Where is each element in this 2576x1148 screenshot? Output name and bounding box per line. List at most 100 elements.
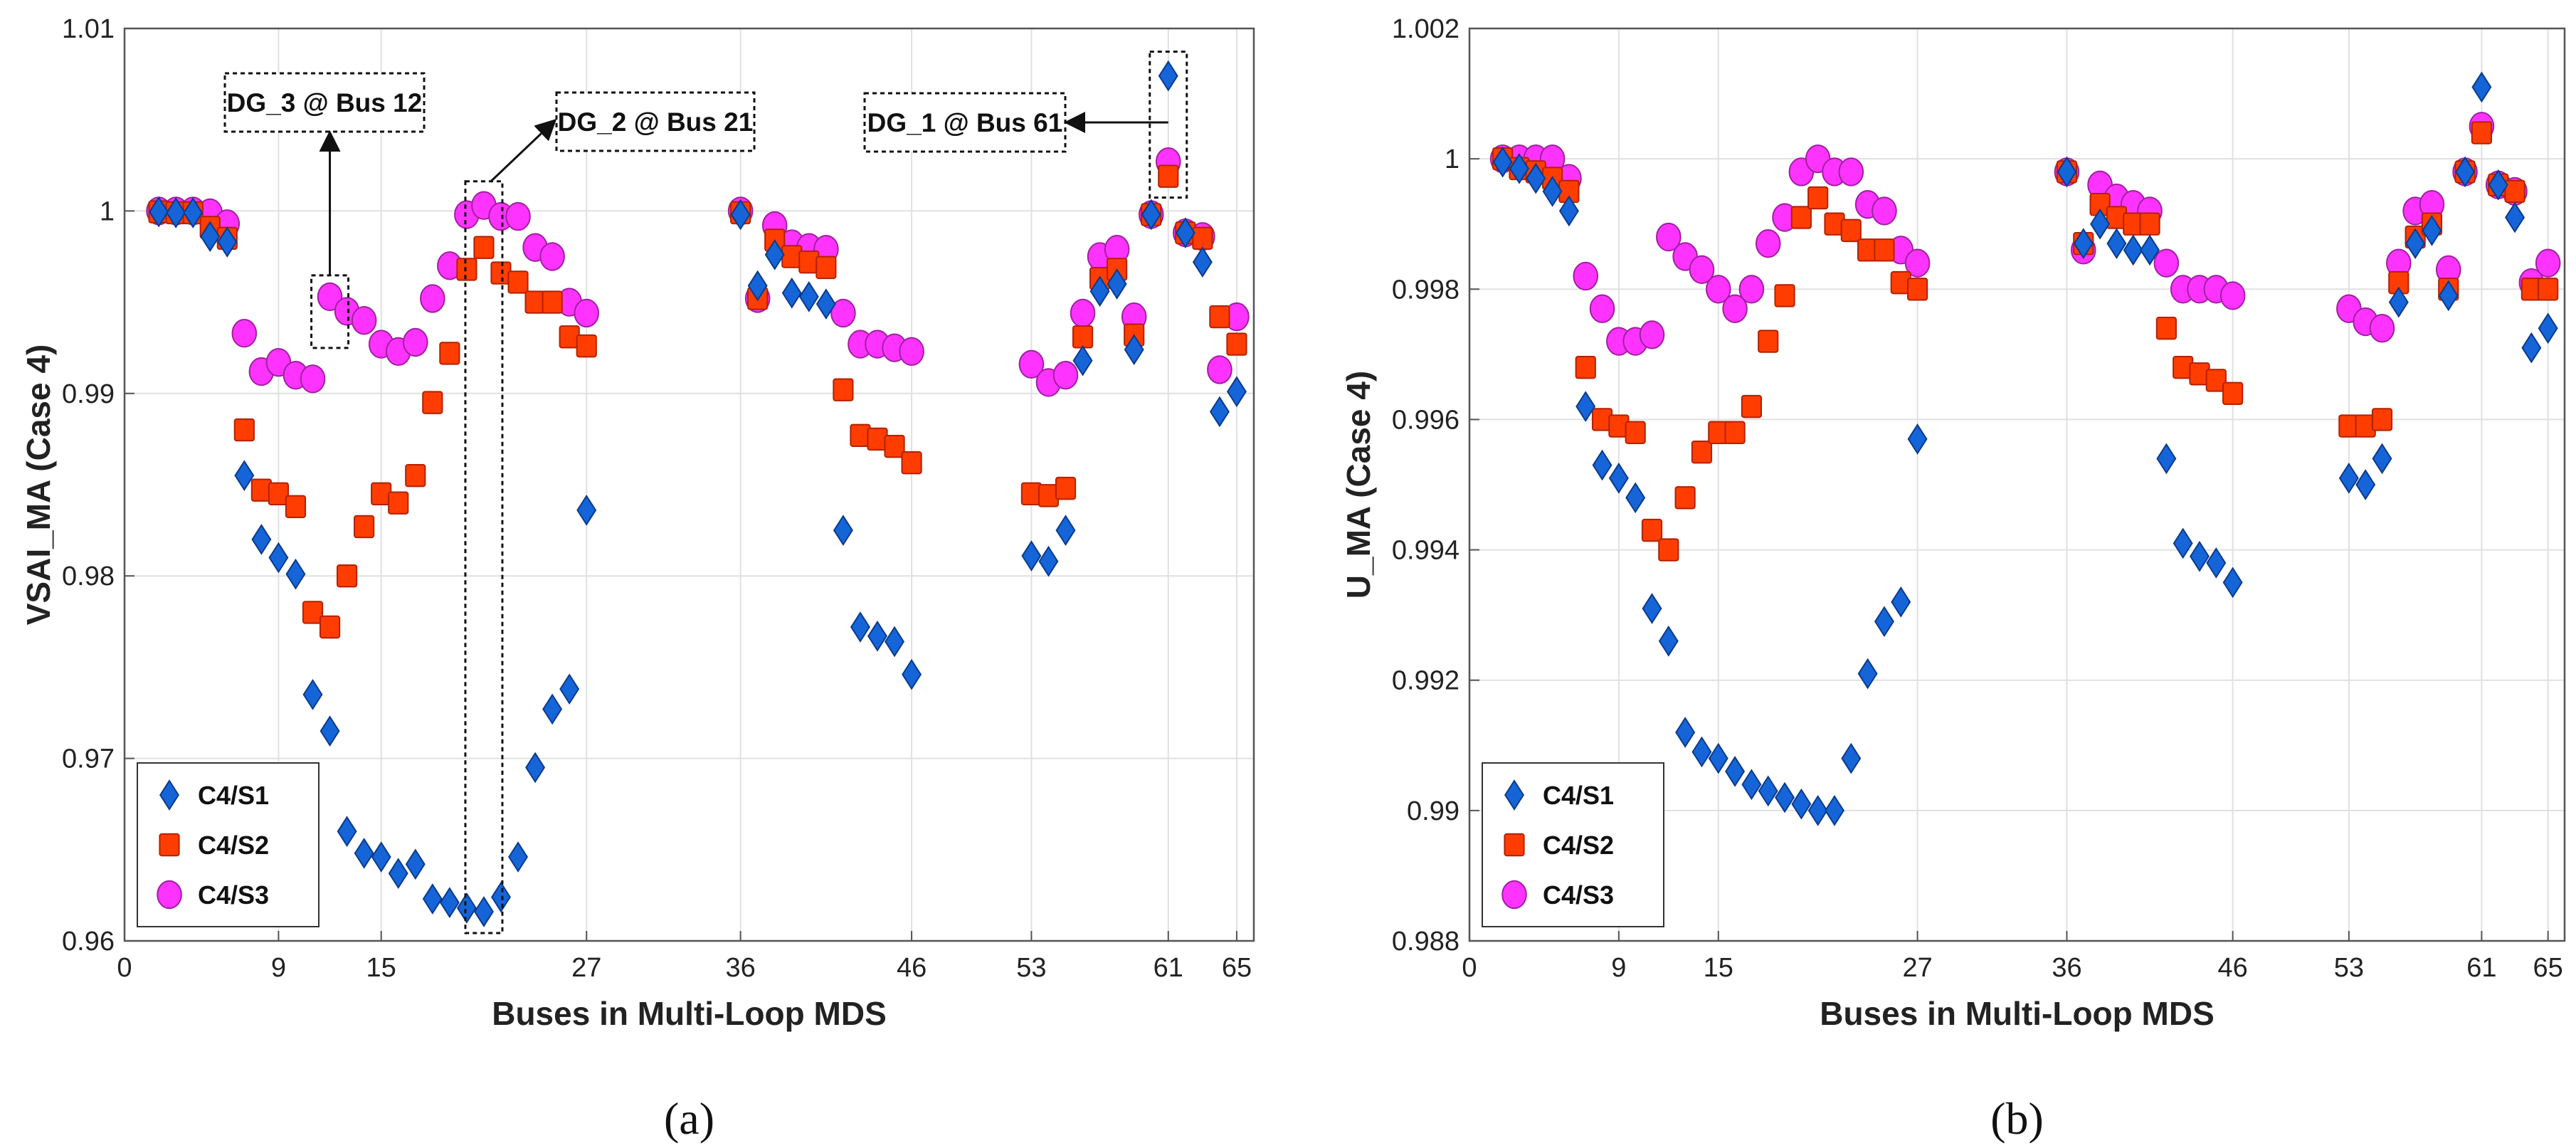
data-point-c4-s1: [1758, 775, 1778, 807]
legend-entry: C4/S1: [198, 781, 269, 810]
x-tick-label: 9: [1611, 953, 1626, 983]
data-point-c4-s1: [1526, 162, 1546, 194]
x-tick-label: 65: [2533, 953, 2563, 983]
data-point-c4-s2: [1906, 278, 1928, 301]
data-point-c4-s1: [1055, 515, 1076, 546]
data-point-c4-s1: [371, 841, 391, 873]
legend-marker: [157, 880, 182, 910]
data-point-c4-s1: [268, 542, 289, 574]
data-point-c4-s2: [1840, 218, 1862, 243]
data-point-c4-s1: [1107, 268, 1127, 300]
data-point-c4-s1: [1608, 462, 1629, 494]
data-point-c4-s1: [200, 221, 221, 253]
data-point-c4-s1: [456, 892, 477, 924]
data-point-c4-s2: [576, 334, 597, 358]
annotation-box: [223, 72, 426, 133]
data-point-c4-s3: [402, 327, 428, 357]
data-point-c4-s2: [1774, 284, 1795, 307]
y-axis-label: VSAI_MA (Case 4): [20, 344, 57, 626]
data-point-c4-s1: [1141, 199, 1161, 231]
data-point-c4-s1: [1642, 593, 1662, 624]
data-point-c4-s2: [405, 463, 426, 488]
data-point-c4-s3: [2219, 281, 2246, 310]
data-point-c4-s2: [319, 615, 341, 639]
data-point-c4-s1: [2156, 443, 2177, 475]
data-point-c4-s3: [1738, 275, 1765, 304]
data-point-c4-s1: [1509, 153, 1529, 184]
data-point-c4-s1: [2206, 547, 2227, 579]
data-point-c4-s1: [1807, 795, 1828, 826]
data-point-c4-s1: [337, 816, 357, 848]
x-tick-label: 65: [1222, 953, 1252, 983]
data-point-c4-s2: [2538, 278, 2559, 301]
annotation-label: DG_3 @ Bus 12: [227, 88, 423, 117]
data-point-c4-s3: [351, 306, 377, 335]
data-point-c4-s2: [456, 258, 477, 281]
chart-a-vsai: 0 9 15 27 36 46 53 61 65 0.96 0.97 0.98 0.99 1 1.01 Bus…: [20, 14, 1255, 1144]
data-point-c4-s1: [1891, 586, 1911, 618]
data-point-c4-s1: [2538, 312, 2558, 344]
x-tick-label: 53: [1016, 953, 1046, 983]
data-point-c4-s1: [2106, 228, 2127, 260]
data-point-c4-s3: [1656, 222, 1682, 252]
data-point-c4-s2: [2371, 408, 2393, 431]
legend-marker: [1501, 880, 1527, 910]
data-point-c4-s1: [2388, 286, 2409, 318]
data-point-c4-s1: [1175, 217, 1195, 249]
data-point-c4-s1: [1625, 482, 1646, 514]
data-point-c4-s2: [1226, 332, 1247, 356]
annotation-label: DG_1 @ Bus 61: [867, 108, 1063, 137]
data-point-c4-s1: [764, 239, 785, 270]
data-point-c4-s3: [317, 282, 343, 312]
data-point-c4-s2: [473, 236, 495, 259]
data-point-c4-s2: [542, 290, 563, 314]
data-point-c4-s2: [439, 342, 460, 365]
data-point-c4-s1: [388, 858, 408, 889]
x-tick-label: 61: [1154, 953, 1183, 983]
data-point-c4-s1: [2057, 156, 2077, 188]
legend-marker: [159, 833, 180, 857]
data-point-c4-s1: [747, 270, 768, 302]
data-point-c4-s1: [1741, 769, 1762, 801]
data-point-c4-s1: [2338, 462, 2359, 494]
data-point-c4-s1: [576, 495, 597, 526]
annotation-arrow: [490, 118, 557, 182]
legend-entry: C4/S3: [1543, 880, 1614, 910]
data-point-c4-s1: [1857, 658, 1878, 690]
data-point-c4-s1: [2355, 469, 2376, 500]
series-c4-s1: [1492, 71, 2558, 826]
y-tick-label: 0.97: [62, 744, 115, 774]
data-point-c4-s2: [268, 482, 290, 506]
data-point-c4-s1: [542, 693, 563, 725]
y-tick-label: 0.998: [1392, 275, 1459, 305]
x-tick-label: 53: [2334, 953, 2364, 983]
data-point-c4-s1: [833, 515, 853, 546]
data-point-c4-s1: [781, 277, 802, 309]
data-point-c4-s1: [902, 658, 922, 690]
y-tick-label: 1: [100, 196, 115, 226]
data-point-c4-s2: [2155, 317, 2177, 340]
data-point-c4-s2: [833, 378, 854, 401]
axes-frame: [123, 27, 1255, 942]
data-point-c4-s1: [1192, 246, 1213, 278]
data-point-c4-s3: [231, 318, 258, 348]
data-point-c4-s2: [507, 270, 529, 294]
data-point-c4-s1: [1089, 275, 1110, 307]
y-tick-label: 1: [1445, 144, 1459, 174]
x-tick-label: 27: [571, 953, 601, 983]
data-point-c4-s1: [525, 752, 546, 784]
data-point-c4-s1: [422, 883, 443, 915]
panel-label: (a): [664, 1093, 714, 1144]
data-point-c4-s2: [388, 491, 409, 515]
data-point-c4-s2: [1658, 538, 1679, 562]
data-point-c4-s2: [2139, 212, 2160, 236]
data-point-c4-s1: [2455, 156, 2476, 188]
data-point-c4-s1: [815, 288, 836, 320]
data-point-c4-s2: [354, 515, 375, 539]
y-tick-label: 0.99: [62, 379, 115, 409]
data-point-c4-s2: [1724, 421, 1746, 444]
data-point-c4-s2: [336, 564, 358, 588]
y-axis-label: U_MA (Case 4): [1340, 371, 1377, 599]
data-point-c4-s1: [867, 620, 887, 652]
